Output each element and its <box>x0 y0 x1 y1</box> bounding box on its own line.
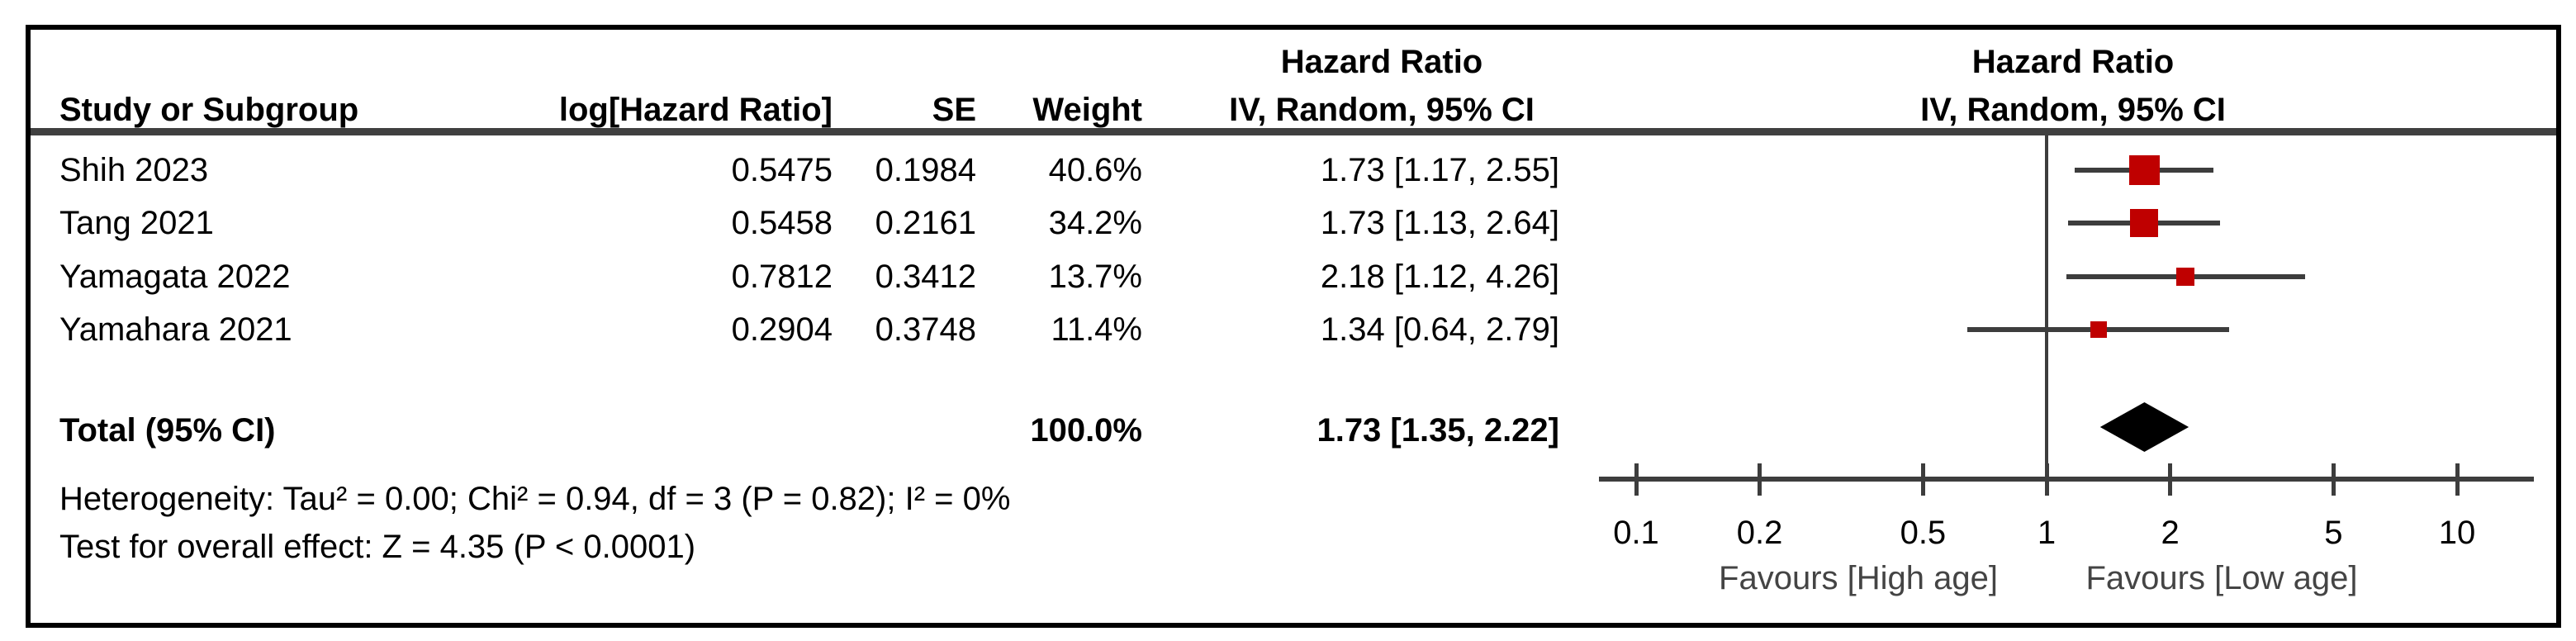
se-value: 0.1984 <box>875 152 976 188</box>
column-header-ci-method: IV, Random, 95% CI <box>1229 92 1535 128</box>
axis-tick-label: 0.5 <box>1900 515 1947 551</box>
axis-tick <box>2168 463 2173 496</box>
favours-right-label: Favours [Low age] <box>2085 560 2358 596</box>
effect-title-stats: Hazard Ratio <box>1280 44 1483 80</box>
overall-effect-stats: Test for overall effect: Z = 4.35 (P < 0… <box>59 529 696 565</box>
weight-value: 34.2% <box>1048 205 1142 241</box>
axis-tick-label: 0.1 <box>1613 515 1659 551</box>
total-ci-text: 1.73 [1.35, 2.22] <box>1316 412 1559 449</box>
axis-tick <box>2455 463 2460 496</box>
favours-left-label: Favours [High age] <box>1719 560 1998 596</box>
hazard-ratio-ci-text: 1.34 [0.64, 2.79] <box>1320 311 1559 348</box>
axis-tick-label: 10 <box>2438 515 2476 551</box>
log-hazard-ratio-value: 0.7812 <box>731 259 833 295</box>
hazard-ratio-ci-text: 1.73 [1.13, 2.64] <box>1320 205 1559 241</box>
axis-tick-label: 1 <box>2037 515 2057 551</box>
axis-tick <box>1758 463 1762 496</box>
axis-tick <box>1634 463 1639 496</box>
effect-title-plot: Hazard Ratio <box>1971 44 2175 80</box>
plot-header-ci-method: IV, Random, 95% CI <box>1920 92 2226 128</box>
x-axis-line <box>1599 477 2534 482</box>
point-estimate-square <box>2128 154 2160 186</box>
weight-value: 13.7% <box>1048 259 1142 295</box>
point-estimate-square <box>2090 321 2107 338</box>
heterogeneity-stats: Heterogeneity: Tau² = 0.00; Chi² = 0.94,… <box>59 481 1011 517</box>
axis-tick <box>1920 463 1925 496</box>
log-hazard-ratio-value: 0.5475 <box>731 152 833 188</box>
weight-value: 11.4% <box>1051 311 1142 348</box>
column-header-log-hr: log[Hazard Ratio] <box>558 92 833 128</box>
total-label: Total (95% CI) <box>59 412 276 449</box>
study-label: Shih 2023 <box>59 152 209 188</box>
log-hazard-ratio-value: 0.2904 <box>731 311 833 348</box>
column-header-se: SE <box>932 92 976 128</box>
weight-value: 40.6% <box>1048 152 1142 188</box>
se-value: 0.3748 <box>875 311 976 348</box>
plot-frame <box>26 25 2561 628</box>
axis-tick <box>2044 463 2049 496</box>
point-estimate-square <box>2130 209 2159 237</box>
column-header-study: Study or Subgroup <box>59 92 359 128</box>
header-underline <box>31 128 2556 135</box>
log-hazard-ratio-value: 0.5458 <box>731 205 833 241</box>
se-value: 0.2161 <box>875 205 976 241</box>
point-estimate-square <box>2176 268 2194 286</box>
study-label: Yamagata 2022 <box>59 259 291 295</box>
hazard-ratio-ci-text: 2.18 [1.12, 4.26] <box>1320 259 1559 295</box>
se-value: 0.3412 <box>875 259 976 295</box>
study-label: Tang 2021 <box>59 205 214 241</box>
null-effect-line <box>2045 135 2048 479</box>
axis-tick-label: 0.2 <box>1736 515 1783 551</box>
axis-tick-label: 5 <box>2324 515 2343 551</box>
total-weight: 100.0% <box>1030 412 1142 449</box>
study-label: Yamahara 2021 <box>59 311 292 348</box>
axis-tick-label: 2 <box>2161 515 2180 551</box>
axis-tick <box>2331 463 2336 496</box>
hazard-ratio-ci-text: 1.73 [1.17, 2.55] <box>1320 152 1559 188</box>
column-header-weight: Weight <box>1032 92 1142 128</box>
